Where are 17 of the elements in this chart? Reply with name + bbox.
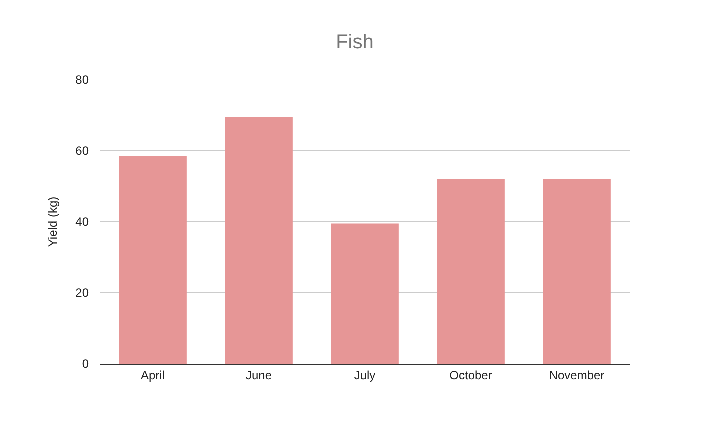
chart-title: Fish (336, 32, 374, 54)
y-axis-title: Yield (kg) (46, 196, 60, 248)
y-tick-label: 20 (76, 286, 90, 300)
y-tick-label: 80 (76, 73, 90, 88)
bar (225, 117, 293, 364)
bar (543, 179, 611, 364)
bar (331, 224, 399, 364)
x-tick-label: July (354, 368, 376, 382)
y-tick-label: 60 (76, 144, 90, 158)
bar (119, 156, 187, 364)
x-tick-label: June (246, 368, 272, 382)
y-tick-label: 40 (76, 215, 90, 230)
x-tick-label: April (140, 368, 166, 382)
bar (437, 179, 505, 364)
x-tick-label: October (450, 368, 492, 382)
x-tick-label: November (549, 368, 605, 382)
y-tick-label: 0 (82, 357, 90, 372)
